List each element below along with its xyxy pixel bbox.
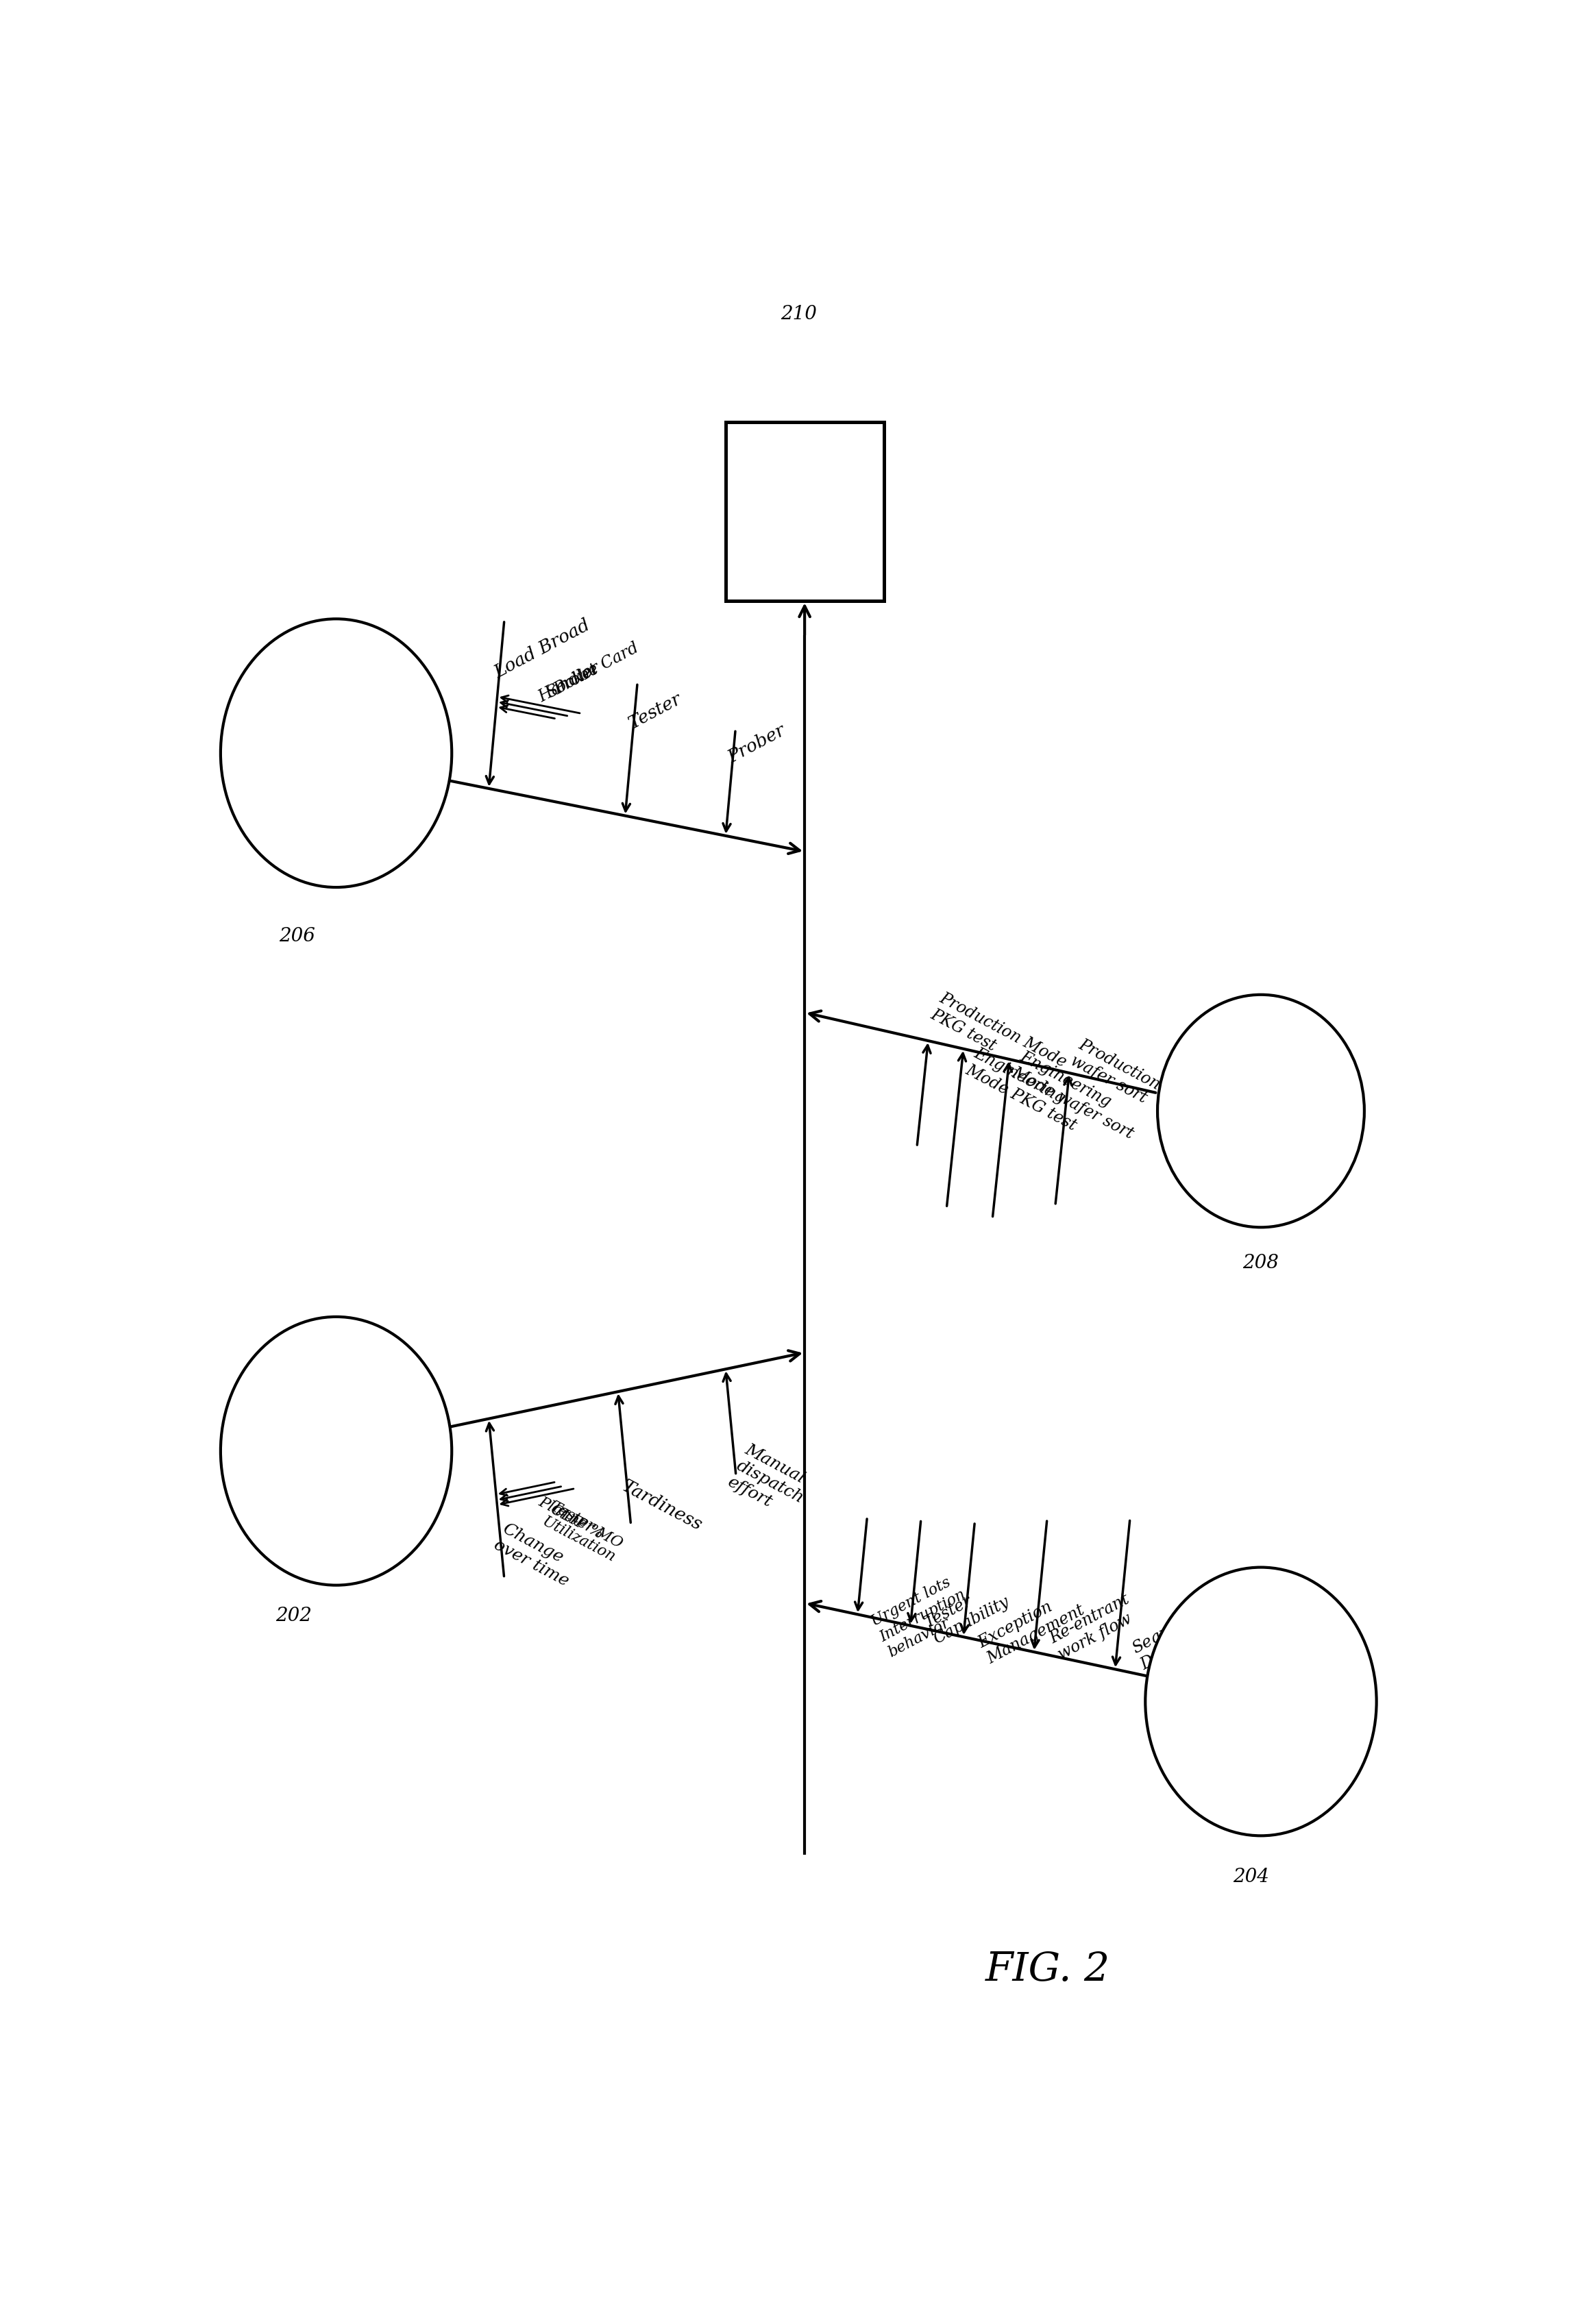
Text: Tester: Tester (626, 690, 685, 732)
Text: 202: 202 (275, 1606, 311, 1624)
Text: Urgent lots
Interruption
behavior: Urgent lots Interruption behavior (868, 1571, 977, 1659)
Text: Auxiliary Apparatus
Tester Constraint: Auxiliary Apparatus Tester Constraint (319, 667, 353, 839)
Text: Handler: Handler (535, 660, 603, 704)
FancyBboxPatch shape (725, 423, 884, 602)
Text: Sequence
Dependent
Setup time: Sequence Dependent Setup time (1129, 1601, 1234, 1690)
Text: Production Mode
wafer sort: Production Mode wafer sort (1068, 1037, 1209, 1134)
Text: CLIP %: CLIP % (548, 1501, 606, 1543)
Text: 206: 206 (279, 927, 316, 946)
Ellipse shape (1146, 1566, 1377, 1836)
Text: Load Broad: Load Broad (491, 616, 593, 681)
Text: 208: 208 (1243, 1255, 1280, 1274)
Text: Probe Card: Probe Card (551, 639, 642, 697)
Text: Dispatch in
test foundry: Dispatch in test foundry (782, 446, 827, 576)
Text: Engineering
Mode PKG test: Engineering Mode PKG test (962, 1046, 1088, 1134)
Ellipse shape (1157, 995, 1364, 1227)
Text: Planner MO: Planner MO (535, 1494, 625, 1550)
Text: Change
over time: Change over time (491, 1520, 579, 1590)
Text: Tester
Utilization: Tester Utilization (540, 1499, 626, 1566)
Text: Tester
Capability: Tester Capability (922, 1578, 1013, 1648)
Text: Manual
dispatch
effort: Manual dispatch effort (725, 1441, 815, 1522)
Text: Production
Mode: Production Mode (1243, 1064, 1278, 1160)
Text: Exception
Management: Exception Management (975, 1585, 1088, 1666)
Text: Production
Indices: Production Indices (319, 1404, 353, 1499)
Text: 210: 210 (780, 304, 816, 323)
Text: Tardiness: Tardiness (619, 1478, 705, 1534)
Ellipse shape (220, 1318, 452, 1585)
Text: Engineering
Mode wafer sort: Engineering Mode wafer sort (1010, 1048, 1145, 1141)
Text: Socket: Socket (543, 662, 600, 702)
Text: Re-entrant
work flow: Re-entrant work flow (1047, 1592, 1141, 1662)
Text: Special Dispatch
Property: Special Dispatch Property (1243, 1629, 1278, 1773)
Text: Prober: Prober (725, 723, 788, 767)
Text: FIG. 2: FIG. 2 (986, 1950, 1110, 1989)
Ellipse shape (220, 618, 452, 888)
Text: Production Mode
PKG test: Production Mode PKG test (928, 990, 1069, 1088)
Text: 204: 204 (1232, 1868, 1269, 1887)
